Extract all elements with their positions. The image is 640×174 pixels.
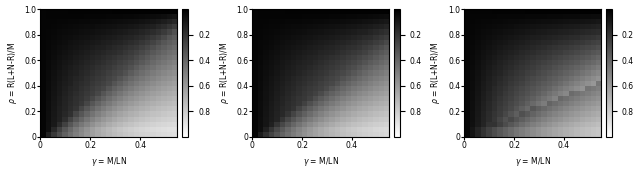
Y-axis label: $\rho$ = R(L+N-R)/M: $\rho$ = R(L+N-R)/M	[429, 42, 442, 104]
X-axis label: $\gamma$ = M/LN: $\gamma$ = M/LN	[303, 155, 339, 168]
X-axis label: $\gamma$ = M/LN: $\gamma$ = M/LN	[515, 155, 551, 168]
Y-axis label: $\rho$ = R(L+N-R)/M: $\rho$ = R(L+N-R)/M	[218, 42, 230, 104]
X-axis label: $\gamma$ = M/LN: $\gamma$ = M/LN	[91, 155, 127, 168]
Y-axis label: $\rho$ = R(L+N-R)/M: $\rho$ = R(L+N-R)/M	[6, 42, 19, 104]
